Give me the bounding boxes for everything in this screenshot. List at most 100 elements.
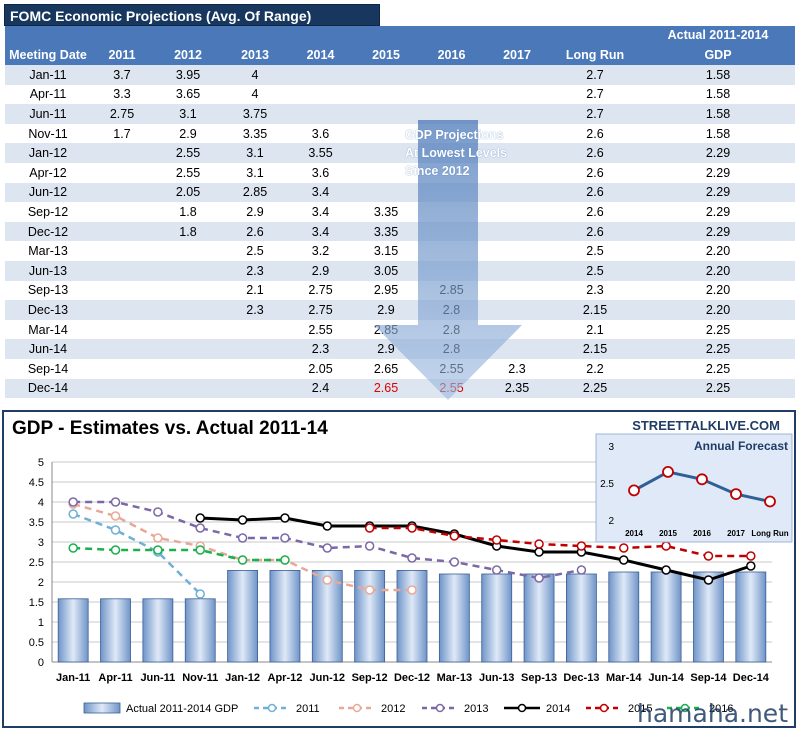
- table-cell: 2.9: [354, 339, 418, 359]
- series-point-2014: [661, 565, 671, 575]
- series-point-2014: [237, 515, 248, 525]
- table-cell: [418, 84, 485, 105]
- inset-y-tick: 3: [608, 442, 614, 453]
- table-cell: 2.9: [354, 300, 418, 320]
- y-tick-label: 2.5: [29, 557, 44, 569]
- table-cell: 2.6: [223, 221, 287, 242]
- table-cell: 3.05: [354, 260, 418, 281]
- table-cell: [418, 104, 485, 124]
- table-cell: [153, 241, 223, 261]
- legend-label: 2013: [464, 703, 488, 715]
- column-header: GDP: [641, 44, 795, 65]
- legend-swatch-marker: [680, 703, 690, 713]
- table-cell: [418, 260, 485, 281]
- table-row: Jun-14 2.3 2.9 2.8 2.15 2.25: [5, 339, 795, 359]
- inset-x-tick: 2015: [659, 529, 677, 538]
- table-cell: [485, 162, 549, 183]
- table-cell: [485, 143, 549, 163]
- legend-label: 2012: [381, 703, 405, 715]
- meeting-date-cell: Nov-11: [5, 123, 91, 144]
- meeting-date-cell: Dec-12: [5, 221, 91, 242]
- table-cell: 1.58: [641, 84, 795, 105]
- series-point-2015: [576, 541, 587, 551]
- series-point-2016: [280, 555, 290, 565]
- table-cell: [91, 280, 153, 301]
- table-cell: [153, 378, 223, 399]
- table-row: Jan-12 2.55 3.1 3.55 2.6 2.29: [5, 143, 795, 163]
- x-tick-label: Sep-13: [521, 672, 557, 684]
- series-point-2011: [68, 509, 78, 519]
- table-cell: 3.35: [223, 123, 287, 144]
- table-cell: 2.6: [549, 162, 641, 183]
- column-header: 2013: [223, 44, 287, 65]
- meeting-date-cell: Sep-12: [5, 202, 91, 222]
- table-cell: 1.8: [153, 202, 223, 222]
- y-tick-label: 5: [38, 457, 44, 469]
- table-cell: 2.7: [549, 84, 641, 105]
- table-cell: 2.55: [418, 358, 485, 379]
- table-cell: [418, 143, 485, 163]
- table-cell: 2.4: [287, 378, 354, 399]
- gdp-bar: [100, 598, 131, 663]
- table-cell: 3.3: [91, 84, 153, 105]
- table-cell: 2.1: [223, 280, 287, 301]
- gdp-bar: [650, 571, 682, 663]
- legend-label: 2016: [709, 703, 733, 715]
- inset-x-tick: 2016: [693, 529, 711, 538]
- gdp-bar: [523, 573, 555, 663]
- x-tick-label: Nov-11: [182, 672, 218, 684]
- table-cell: 2.8: [418, 300, 485, 320]
- table-cell: [354, 104, 418, 124]
- column-header: 2015: [354, 44, 418, 65]
- table-cell: [485, 300, 549, 320]
- table-row: Jan-11 3.7 3.95 4 2.7 1.58: [5, 65, 795, 85]
- table-cell: 2.29: [641, 202, 795, 222]
- y-tick-label: 4.5: [29, 477, 44, 489]
- table-cell: 4: [223, 84, 287, 105]
- series-line-2014: [200, 516, 752, 582]
- table-cell: 2.05: [153, 182, 223, 203]
- table-cell: 2.25: [641, 378, 795, 399]
- legend-swatch-marker: [352, 703, 362, 713]
- table-row: Sep-14 2.05 2.65 2.55 2.3 2.2 2.25: [5, 358, 795, 379]
- table-cell: 3.1: [223, 162, 287, 183]
- table-cell: [485, 339, 549, 359]
- table-cell: [354, 84, 418, 105]
- table-cell: 2.2: [549, 358, 641, 379]
- table-row: Sep-13 2.1 2.75 2.95 2.85 2.3 2.20: [5, 280, 795, 301]
- table-cell: 3.4: [287, 221, 354, 242]
- table-cell: [287, 104, 354, 124]
- table-cell: 3.1: [223, 143, 287, 163]
- table-cell: [223, 339, 287, 359]
- table-cell: 1.7: [91, 123, 153, 144]
- meeting-date-cell: Mar-14: [5, 319, 91, 340]
- series-point-2012: [407, 585, 417, 595]
- table-cell: 2.15: [549, 300, 641, 320]
- table-cell: 2.3: [549, 280, 641, 301]
- x-tick-label: Sep-14: [690, 672, 727, 684]
- table-cell: 3.75: [223, 104, 287, 124]
- legend-label: 2014: [546, 703, 570, 715]
- table-cell: 2.85: [223, 182, 287, 203]
- table-row: Dec-12 1.8 2.6 3.4 3.35 2.6 2.29: [5, 221, 795, 242]
- table-cell: 2.8: [418, 319, 485, 340]
- column-header: 2016: [418, 44, 485, 65]
- legend-label: Actual 2011-2014 GDP: [126, 703, 238, 715]
- table-cell: [354, 123, 418, 144]
- table-cell: [153, 358, 223, 379]
- series-point-2013: [68, 497, 78, 507]
- column-header: 2014: [287, 44, 354, 65]
- legend-label: 2011: [296, 703, 320, 715]
- watermark: hamaha.net: [637, 699, 788, 728]
- table-cell: 2.5: [223, 241, 287, 261]
- meeting-date-cell: Jun-13: [5, 260, 91, 281]
- table-row: Jun-13 2.3 2.9 3.05 2.5 2.20: [5, 260, 795, 281]
- legend-swatch-marker: [599, 703, 609, 713]
- table-row: Jun-11 2.75 3.1 3.75 2.7 1.58: [5, 104, 795, 124]
- legend-swatch-marker: [435, 703, 445, 713]
- table-cell: [91, 241, 153, 261]
- inset-x-tick: Long Run: [751, 529, 788, 538]
- table-cell: 1.58: [641, 104, 795, 124]
- table-cell: [485, 123, 549, 144]
- meeting-date-cell: Apr-12: [5, 162, 91, 183]
